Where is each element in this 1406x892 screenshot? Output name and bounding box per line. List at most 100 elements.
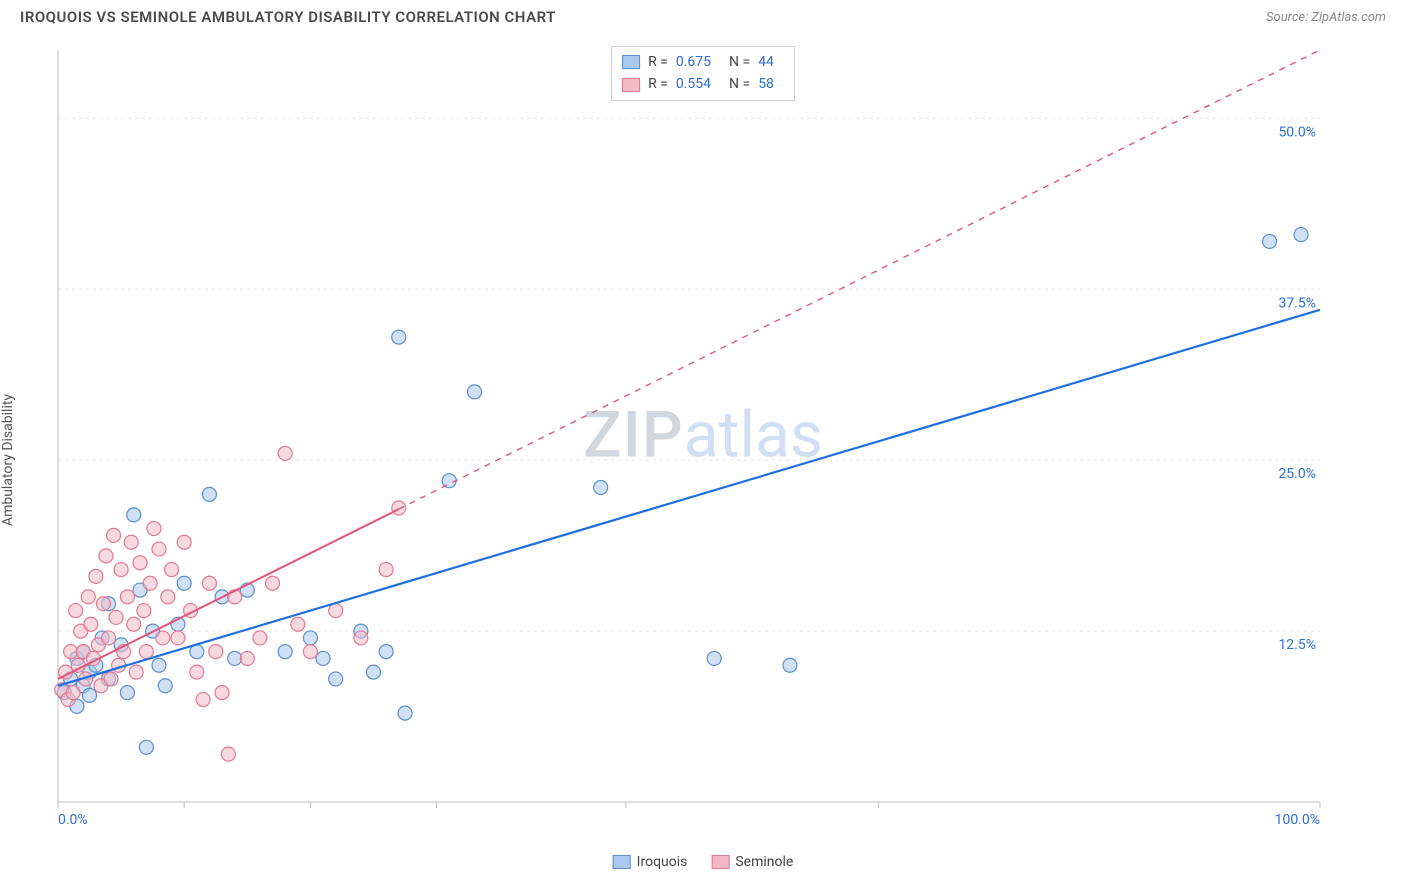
svg-text:12.5%: 12.5% <box>1278 637 1316 653</box>
legend-swatch <box>711 855 729 869</box>
legend-label: Iroquois <box>637 854 688 870</box>
correlation-legend: R =0.675N =44R =0.554N =58 <box>611 46 795 101</box>
data-point <box>379 645 393 659</box>
data-point <box>147 522 161 536</box>
data-point <box>209 645 223 659</box>
data-point <box>202 576 216 590</box>
data-point <box>127 617 141 631</box>
data-point <box>101 631 115 645</box>
n-value: 44 <box>758 51 774 73</box>
data-point <box>129 665 143 679</box>
data-point <box>707 651 721 665</box>
data-point <box>96 597 110 611</box>
source-attribution: Source: ZipAtlas.com <box>1266 10 1386 25</box>
data-point <box>171 631 185 645</box>
r-label: R = <box>648 51 668 73</box>
data-point <box>783 658 797 672</box>
data-point <box>81 590 95 604</box>
legend-swatch <box>613 855 631 869</box>
n-value: 58 <box>758 73 774 95</box>
data-point <box>316 651 330 665</box>
data-point <box>89 569 103 583</box>
data-point <box>1294 228 1308 242</box>
svg-text:50.0%: 50.0% <box>1278 124 1316 140</box>
data-point <box>291 617 305 631</box>
data-point <box>107 528 121 542</box>
data-point <box>109 610 123 624</box>
data-point <box>158 679 172 693</box>
series-legend: Iroquois Seminole <box>613 854 794 870</box>
data-point <box>84 617 98 631</box>
data-point <box>64 645 78 659</box>
data-point <box>71 658 85 672</box>
legend-swatch <box>622 55 640 69</box>
chart-title: IROQUOIS VS SEMINOLE AMBULATORY DISABILI… <box>20 8 556 26</box>
data-point <box>367 665 381 679</box>
data-point <box>177 576 191 590</box>
data-point <box>354 631 368 645</box>
legend-item: Seminole <box>711 854 793 870</box>
data-point <box>124 535 138 549</box>
data-point <box>228 651 242 665</box>
data-point <box>156 631 170 645</box>
data-point <box>398 706 412 720</box>
data-point <box>442 474 456 488</box>
data-point <box>329 604 343 618</box>
chart-container: Ambulatory Disability 12.5% 25.0% 37.5% 50.… <box>0 32 1406 872</box>
data-point <box>303 645 317 659</box>
r-value: 0.554 <box>676 73 711 95</box>
data-point <box>120 686 134 700</box>
svg-text:25.0%: 25.0% <box>1278 466 1316 482</box>
data-point <box>215 686 229 700</box>
data-point <box>1263 234 1277 248</box>
svg-text:0.0%: 0.0% <box>58 812 88 828</box>
data-point <box>594 481 608 495</box>
legend-row: R = 0.554 N = 58 <box>622 73 784 95</box>
scatter-plot: 12.5% 25.0% 37.5% 50.0% 0.0% 100.0% <box>50 42 1380 842</box>
data-point <box>114 563 128 577</box>
data-point <box>196 692 210 706</box>
svg-text:37.5%: 37.5% <box>1278 295 1316 311</box>
legend-row: R =0.675N =44 <box>622 51 784 73</box>
r-label: R = <box>648 73 668 95</box>
data-point <box>161 590 175 604</box>
data-point <box>139 645 153 659</box>
data-point <box>190 665 204 679</box>
data-point <box>143 576 157 590</box>
data-point <box>83 688 97 702</box>
data-point <box>177 535 191 549</box>
data-point <box>202 487 216 501</box>
data-point <box>266 576 280 590</box>
data-point <box>127 508 141 522</box>
data-point <box>329 672 343 686</box>
data-point <box>392 501 406 515</box>
trend-line <box>58 310 1320 686</box>
data-point <box>392 330 406 344</box>
data-point <box>66 686 80 700</box>
data-point <box>303 631 317 645</box>
data-point <box>240 651 254 665</box>
data-point <box>278 446 292 460</box>
data-point <box>99 549 113 563</box>
data-point <box>152 658 166 672</box>
data-point <box>69 604 83 618</box>
data-point <box>221 747 235 761</box>
data-point <box>120 590 134 604</box>
data-point <box>104 672 118 686</box>
data-point <box>133 556 147 570</box>
data-point <box>467 385 481 399</box>
data-point <box>139 740 153 754</box>
data-point <box>379 563 393 577</box>
svg-text:100.0%: 100.0% <box>1275 812 1320 828</box>
data-point <box>152 542 166 556</box>
legend-swatch <box>622 78 640 92</box>
y-axis-label: Ambulatory Disability <box>0 394 16 526</box>
n-label: N = <box>729 51 750 73</box>
legend-item: Iroquois <box>613 854 688 870</box>
data-point <box>137 604 151 618</box>
legend-label: Seminole <box>735 854 793 870</box>
n-label: N = <box>729 73 750 95</box>
trend-line-dashed <box>399 50 1320 509</box>
data-point <box>278 645 292 659</box>
data-point <box>253 631 267 645</box>
